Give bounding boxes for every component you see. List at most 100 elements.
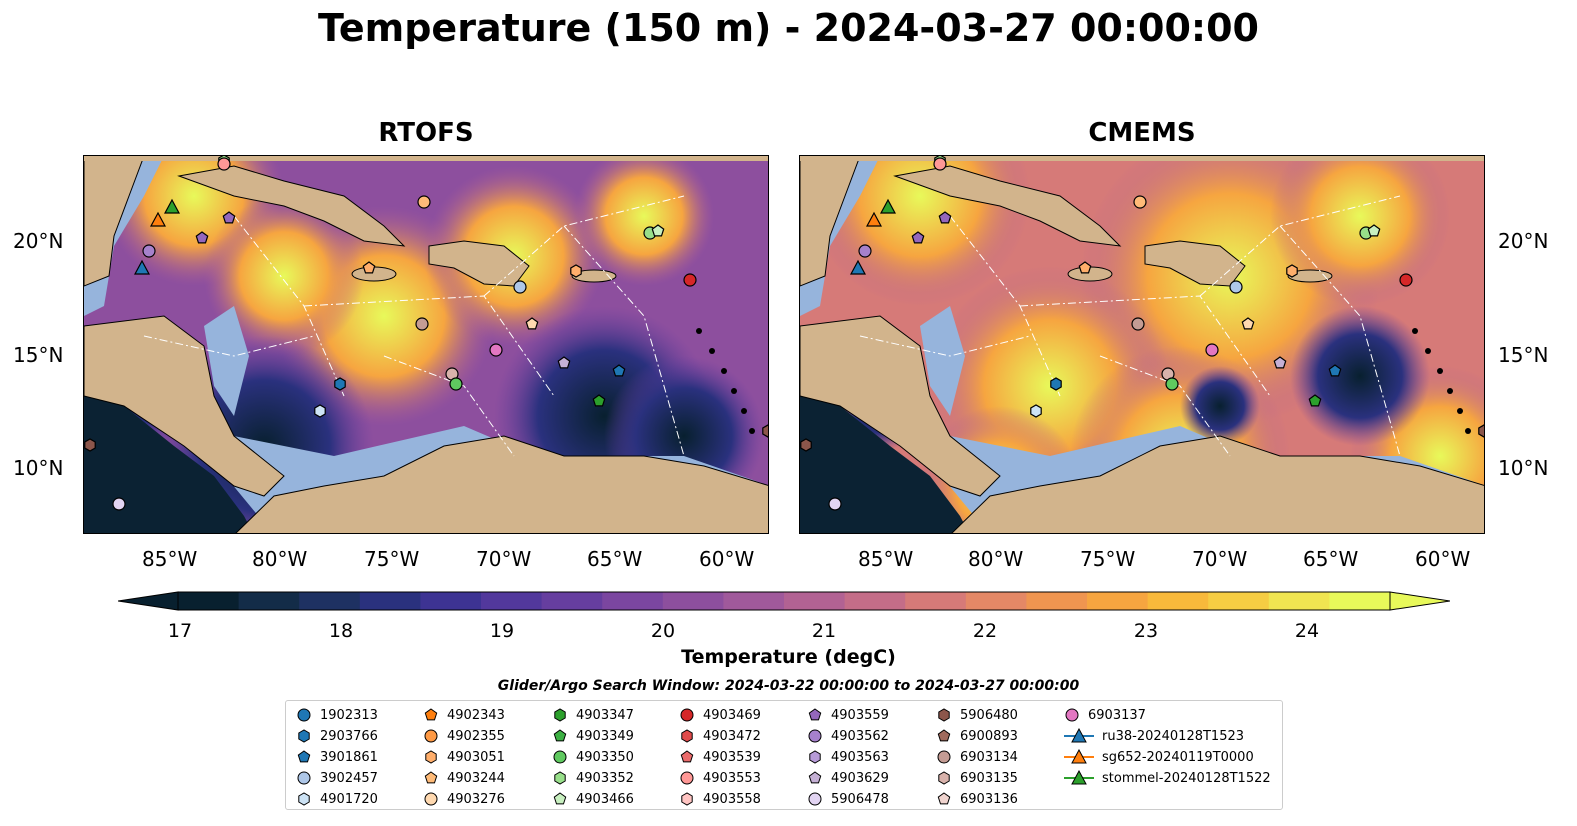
warm-anomaly xyxy=(204,196,364,356)
float-marker xyxy=(217,157,231,171)
colorbar-tick: 17 xyxy=(167,620,193,642)
pentagon-marker-icon xyxy=(937,729,951,742)
legend-item: 4902355 xyxy=(423,726,505,746)
float-marker xyxy=(163,198,181,214)
map-panel-rtofs[interactable] xyxy=(83,155,769,534)
island xyxy=(1437,368,1443,374)
island xyxy=(1447,388,1453,394)
float-marker xyxy=(1399,273,1413,287)
legend-item-label: 4902355 xyxy=(447,728,505,744)
colorbar-swatch xyxy=(299,592,361,610)
colorbar-swatch xyxy=(662,592,724,610)
float-marker xyxy=(683,273,697,287)
legend-item-label: 6903137 xyxy=(1088,707,1146,723)
circle-marker-icon xyxy=(424,729,438,743)
colorbar-swatch xyxy=(965,592,1027,610)
legend-title: Glider/Argo Search Window: 2024-03-22 00… xyxy=(497,678,1080,694)
pentagon-marker-icon xyxy=(937,792,951,805)
colorbar-swatch xyxy=(420,592,482,610)
land-central-america xyxy=(84,315,285,497)
hexagon-marker-icon xyxy=(938,771,950,785)
float-marker xyxy=(879,198,897,214)
float-marker xyxy=(911,231,925,244)
legend-item: 1902313 xyxy=(296,705,378,725)
legend-item: 4903347 xyxy=(552,705,634,725)
colorbar-tick: 18 xyxy=(328,620,354,642)
colorbar-swatch xyxy=(1268,592,1330,610)
float-marker xyxy=(222,211,236,224)
hexagon-marker-icon xyxy=(938,708,950,722)
float-marker xyxy=(1241,317,1255,330)
legend-item: 5906480 xyxy=(936,705,1018,725)
legend-item: 4901720 xyxy=(296,789,378,809)
float-marker xyxy=(314,404,326,418)
lon-tick-label: 65°W xyxy=(587,547,643,571)
colorbar-tick: 20 xyxy=(650,620,676,642)
circle-marker-icon xyxy=(1065,708,1079,722)
colorbar-tick: 21 xyxy=(811,620,837,642)
legend-item-label: 6903134 xyxy=(960,749,1018,765)
legend-item-label: 4903562 xyxy=(831,728,889,744)
lat-tick-label: 20°N xyxy=(1498,229,1549,253)
float-marker xyxy=(1133,195,1147,209)
legend-item-label: 6900893 xyxy=(960,728,1018,744)
lon-tick-label: 80°W xyxy=(252,547,308,571)
float-marker xyxy=(1205,343,1219,357)
legend-item-label: 4903553 xyxy=(703,770,761,786)
float-marker xyxy=(417,195,431,209)
colorbar-tick: 22 xyxy=(972,620,998,642)
float-marker xyxy=(800,438,812,452)
legend-item: 4903563 xyxy=(807,747,889,767)
shelf xyxy=(920,306,965,416)
hexagon-marker-icon xyxy=(554,708,566,722)
panel-title-rtofs: RTOFS xyxy=(378,118,474,148)
circle-marker-icon xyxy=(808,792,822,806)
lat-tick-label: 20°N xyxy=(13,229,64,253)
float-marker xyxy=(557,356,571,369)
eez-boundary xyxy=(1199,195,1401,297)
legend-item-label: 4903352 xyxy=(576,770,634,786)
legend-item-label: 4903559 xyxy=(831,707,889,723)
colorbar-swatch xyxy=(541,592,603,610)
colorbar-tick: 23 xyxy=(1133,620,1159,642)
pentagon-marker-icon xyxy=(808,708,822,721)
float-marker xyxy=(362,261,376,274)
cold-anomaly xyxy=(1180,366,1260,446)
float-marker xyxy=(828,497,842,511)
colorbar-swatch xyxy=(1026,592,1088,610)
legend-item: 3902457 xyxy=(296,768,378,788)
legend-item-label: 4903244 xyxy=(447,770,505,786)
eez-boundary xyxy=(483,195,685,297)
lat-tick-label: 10°N xyxy=(13,456,64,480)
island xyxy=(696,328,702,334)
legend-item-label: 4903276 xyxy=(447,791,505,807)
float-marker xyxy=(1286,264,1298,278)
legend-item-label: 3902457 xyxy=(320,770,378,786)
colorbar-swatch xyxy=(238,592,300,610)
map-panel-cmems[interactable] xyxy=(799,155,1485,534)
pentagon-marker-icon xyxy=(680,750,694,763)
float-marker xyxy=(1367,224,1381,237)
colorbar-extend-low xyxy=(117,591,179,611)
panel-title-cmems: CMEMS xyxy=(1088,118,1196,148)
float-marker xyxy=(525,317,539,330)
lon-tick-label: 80°W xyxy=(968,547,1024,571)
legend-item: 6903134 xyxy=(936,747,1018,767)
float-marker xyxy=(1328,364,1342,377)
float-marker xyxy=(865,211,883,227)
legend-item: 4903276 xyxy=(423,789,505,809)
colorbar xyxy=(117,590,1451,612)
legend-item: 2903766 xyxy=(296,726,378,746)
land-cuba xyxy=(893,165,1122,247)
colorbar-swatch xyxy=(359,592,421,610)
land-florida-edge xyxy=(800,156,1484,161)
float-marker xyxy=(195,231,209,244)
circle-marker-icon xyxy=(297,708,311,722)
lat-tick-label: 15°N xyxy=(1498,343,1549,367)
hexagon-marker-icon xyxy=(554,771,566,785)
circle-marker-icon xyxy=(937,750,951,764)
legend-item-label: 6903135 xyxy=(960,770,1018,786)
legend-item: 6900893 xyxy=(936,726,1018,746)
float-marker xyxy=(334,377,346,391)
colorbar-tick: 24 xyxy=(1294,620,1320,642)
